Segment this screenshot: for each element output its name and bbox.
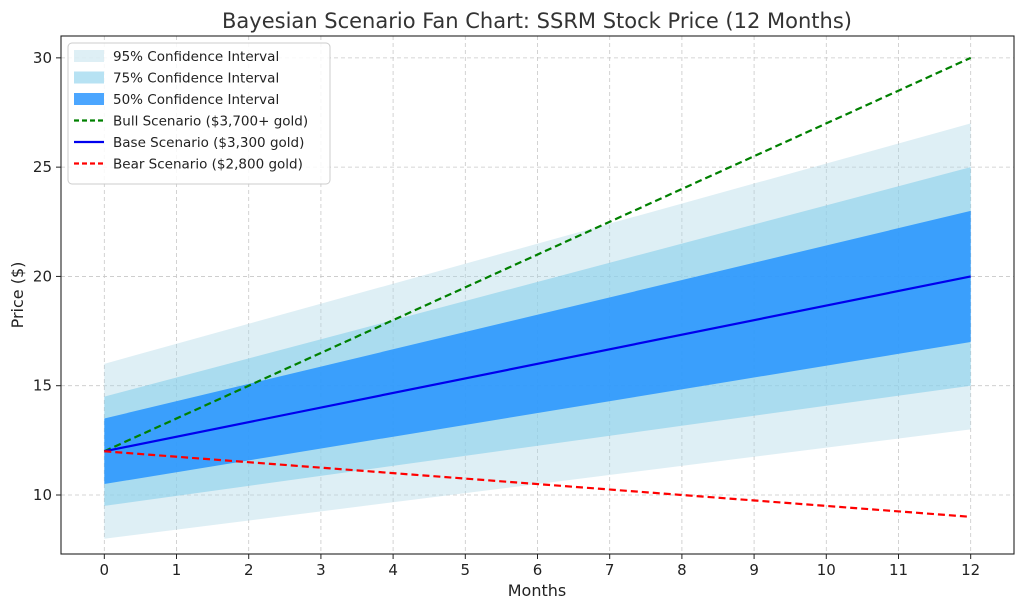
x-tick-label: 8: [677, 561, 687, 579]
scenario-line: [103, 56, 972, 453]
x-tick-label: 10: [817, 561, 836, 579]
confidence-band: [104, 210, 971, 485]
legend: 95% Confidence Interval 75% Confidence In…: [67, 42, 331, 185]
legend-label: Bull Scenario ($3,700+ gold): [113, 114, 308, 130]
scenario-line: [104, 450, 971, 518]
y-tick-label: 15: [33, 377, 52, 395]
legend-label: Base Scenario ($3,300 gold): [113, 135, 304, 151]
scenario-lines: [103, 56, 972, 518]
legend-swatch: [74, 93, 104, 105]
y-tick-label: 20: [33, 267, 52, 285]
x-tick-label: 9: [749, 561, 759, 579]
legend-swatch: [74, 50, 104, 62]
x-tick-label: 4: [388, 561, 398, 579]
x-axis-label: Months: [508, 581, 566, 600]
y-axis-label: Price ($): [8, 262, 27, 329]
chart-title: Bayesian Scenario Fan Chart: SSRM Stock …: [222, 9, 852, 33]
x-tick-label: 5: [461, 561, 471, 579]
x-tick-label: 11: [889, 561, 908, 579]
confidence-bands: [104, 123, 971, 539]
y-tick-label: 30: [33, 49, 52, 67]
x-tick-label: 1: [172, 561, 182, 579]
legend-label: Bear Scenario ($2,800 gold): [113, 157, 303, 173]
scenario-line: [104, 275, 971, 453]
x-tick-label: 3: [316, 561, 326, 579]
y-tick-label: 25: [33, 158, 52, 176]
x-tick-label: 6: [533, 561, 543, 579]
y-tick-label: 10: [33, 486, 52, 504]
legend-label: 50% Confidence Interval: [113, 92, 279, 108]
legend-label: 95% Confidence Interval: [113, 49, 279, 65]
x-tick-label: 12: [961, 561, 980, 579]
legend-swatch: [74, 71, 104, 84]
x-tick-label: 2: [244, 561, 254, 579]
legend-box: [67, 42, 331, 185]
legend-label: 75% Confidence Interval: [113, 71, 279, 87]
x-tick-label: 0: [100, 561, 110, 579]
x-tick-label: 7: [605, 561, 615, 579]
